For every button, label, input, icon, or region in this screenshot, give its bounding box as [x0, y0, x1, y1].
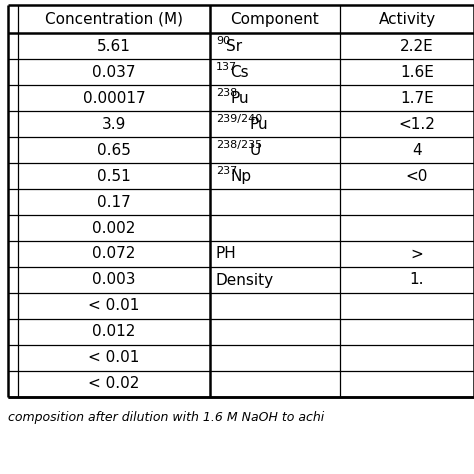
- Text: <0: <0: [406, 168, 428, 183]
- Text: Density: Density: [216, 273, 274, 288]
- Text: U: U: [250, 143, 261, 157]
- Text: 0.65: 0.65: [97, 143, 131, 157]
- Text: 1.: 1.: [410, 273, 424, 288]
- Text: Concentration (M): Concentration (M): [45, 11, 183, 27]
- Text: 90: 90: [216, 36, 230, 46]
- Text: 3.9: 3.9: [102, 117, 126, 131]
- Text: 0.002: 0.002: [92, 220, 136, 236]
- Text: 237: 237: [216, 166, 237, 176]
- Text: 0.012: 0.012: [92, 325, 136, 339]
- Text: 238: 238: [216, 88, 237, 98]
- Text: 2.2E: 2.2E: [400, 38, 434, 54]
- Text: 0.17: 0.17: [97, 194, 131, 210]
- Text: Np: Np: [230, 168, 252, 183]
- Text: 5.61: 5.61: [97, 38, 131, 54]
- Text: Pu: Pu: [230, 91, 249, 106]
- Text: 0.037: 0.037: [92, 64, 136, 80]
- Text: < 0.01: < 0.01: [88, 299, 140, 313]
- Text: 137: 137: [216, 62, 237, 72]
- Text: Sr: Sr: [226, 38, 242, 54]
- Text: < 0.01: < 0.01: [88, 350, 140, 365]
- Text: composition after dilution with 1.6 M NaOH to achi: composition after dilution with 1.6 M Na…: [8, 411, 324, 424]
- Text: 1.6E: 1.6E: [400, 64, 434, 80]
- Text: Component: Component: [231, 11, 319, 27]
- Text: 1.7E: 1.7E: [400, 91, 434, 106]
- Text: Pu: Pu: [250, 117, 268, 131]
- Text: 239/240: 239/240: [216, 114, 262, 124]
- Text: PH: PH: [216, 246, 237, 262]
- Text: <1.2: <1.2: [399, 117, 436, 131]
- Text: Activity: Activity: [378, 11, 436, 27]
- Text: 0.51: 0.51: [97, 168, 131, 183]
- Text: Cs: Cs: [230, 64, 249, 80]
- Text: 0.003: 0.003: [92, 273, 136, 288]
- Text: 238/235: 238/235: [216, 140, 262, 150]
- Text: < 0.02: < 0.02: [88, 376, 140, 392]
- Text: 4: 4: [412, 143, 422, 157]
- Text: 0.00017: 0.00017: [82, 91, 146, 106]
- Text: >: >: [410, 246, 423, 262]
- Text: 0.072: 0.072: [92, 246, 136, 262]
